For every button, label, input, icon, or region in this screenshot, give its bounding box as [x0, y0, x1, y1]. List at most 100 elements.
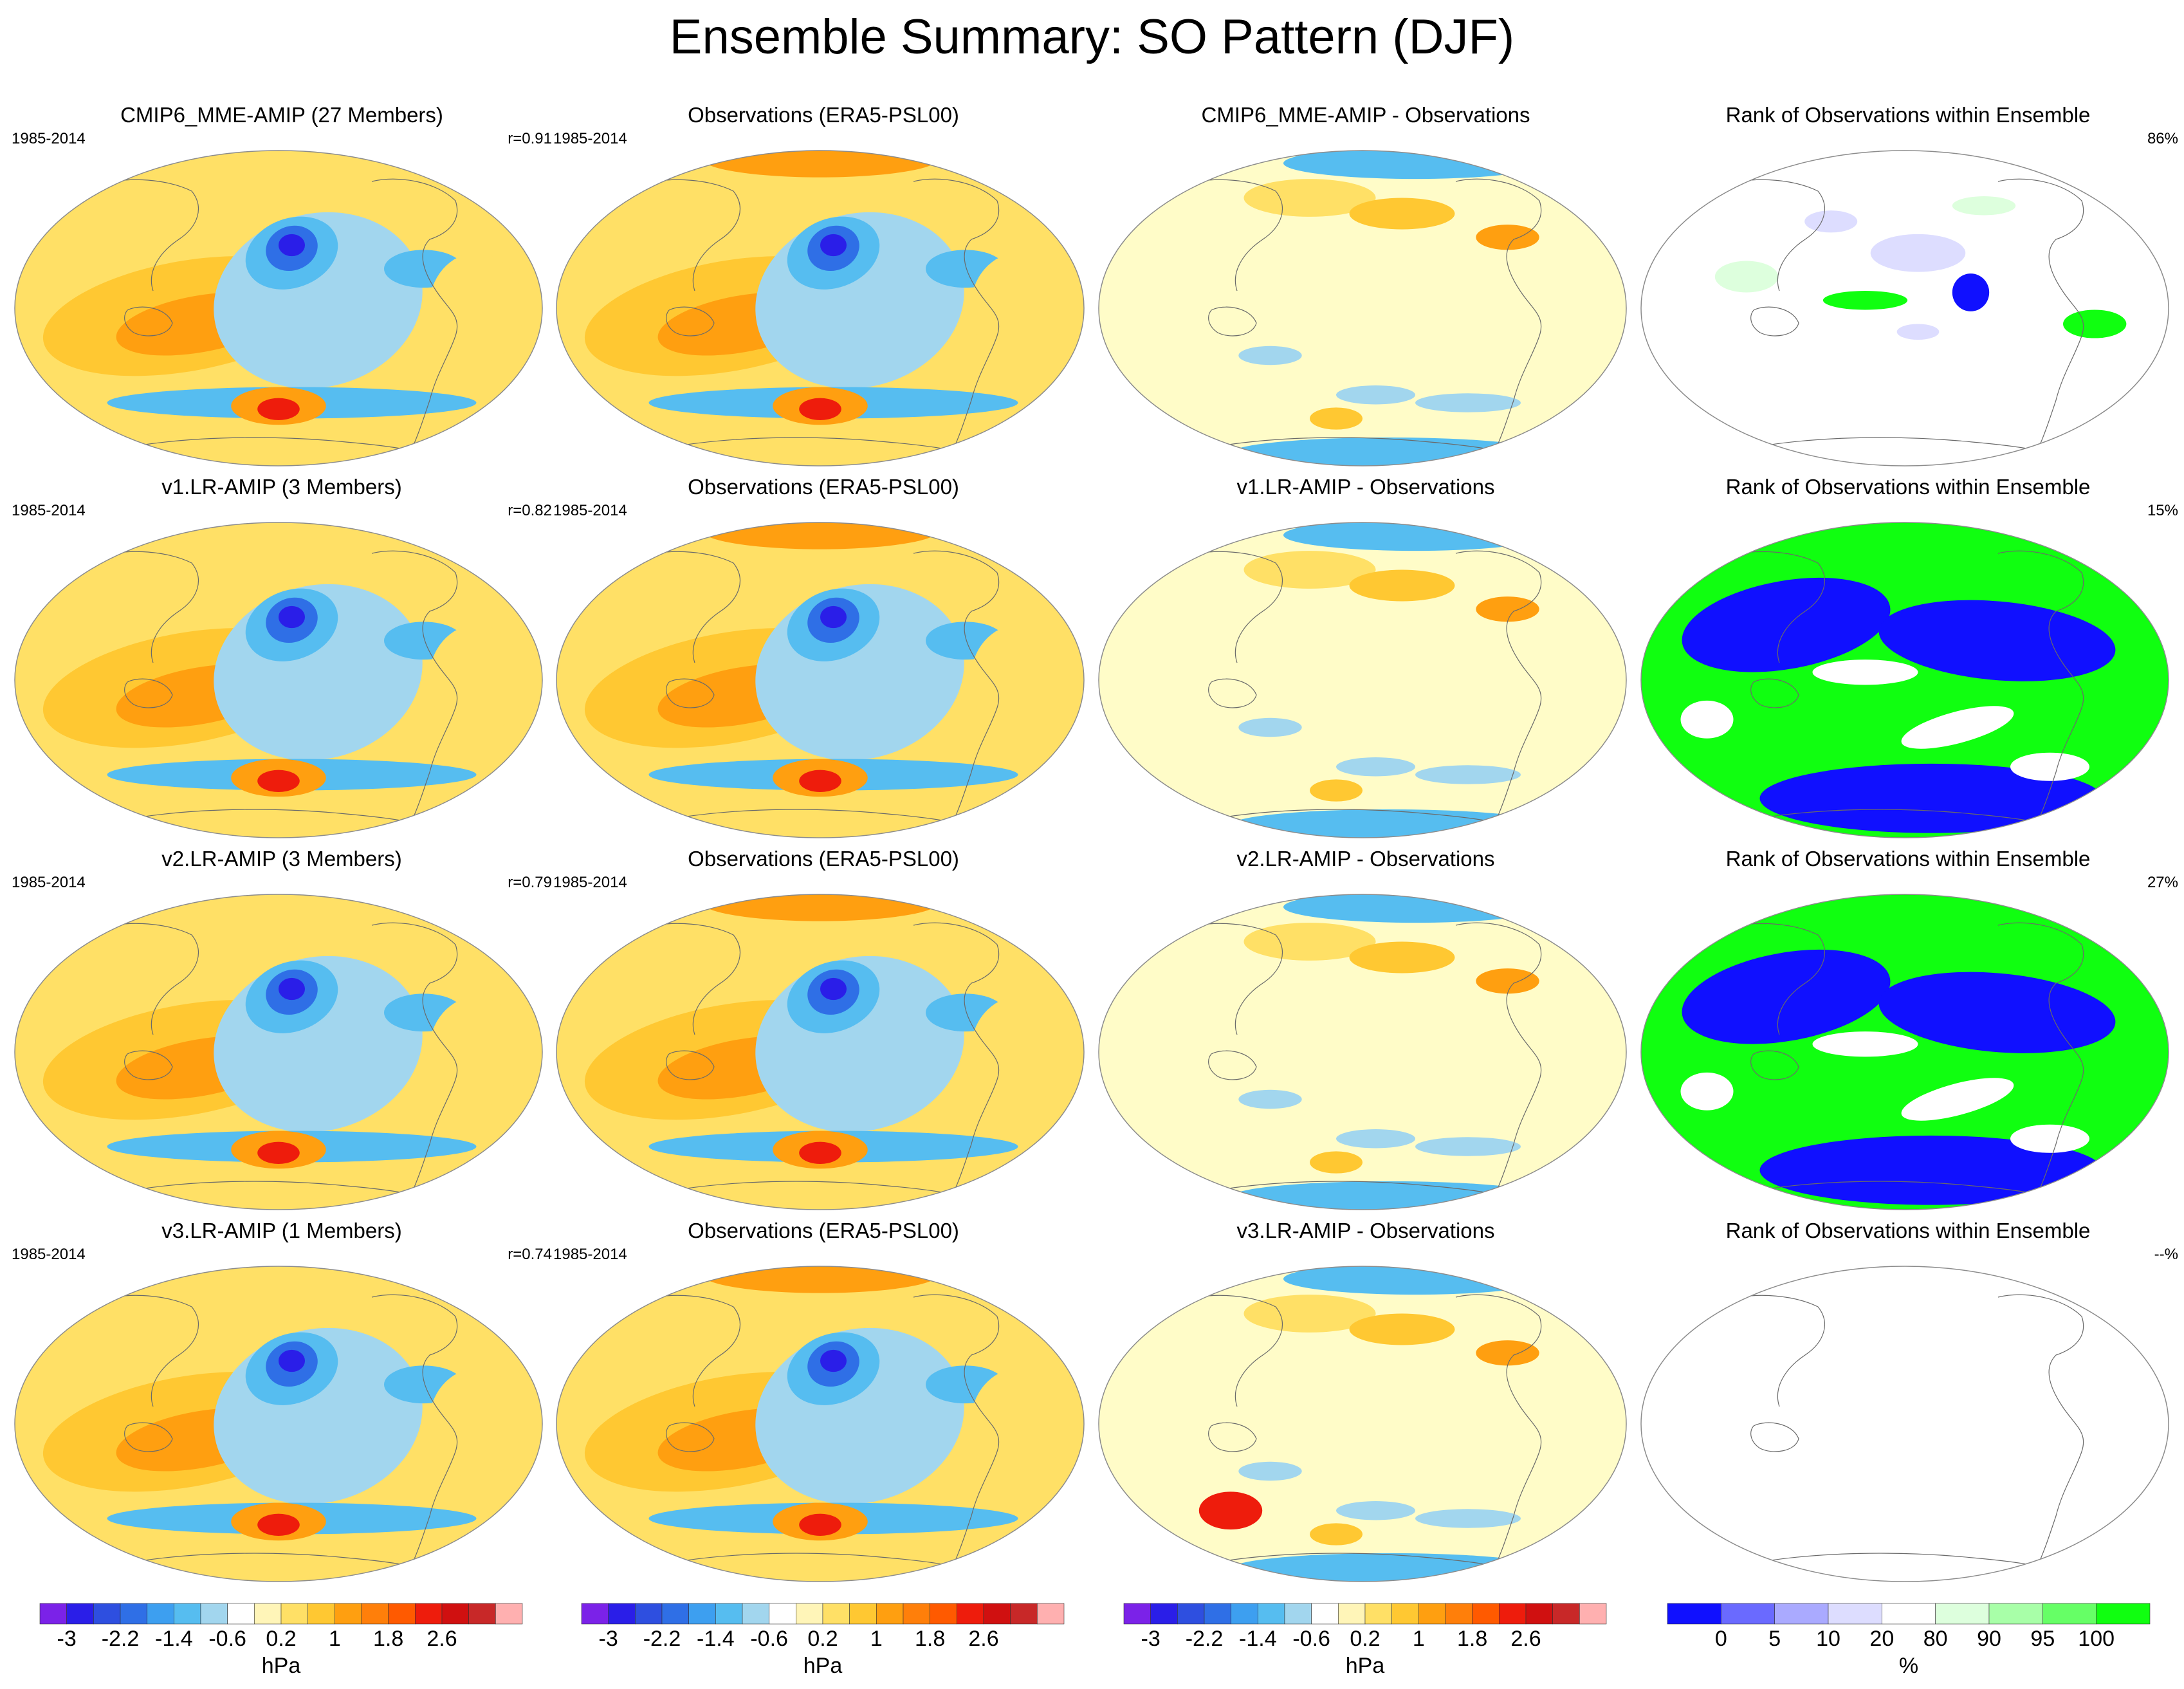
panel-title: CMIP6_MME-AMIP - Observations [1201, 103, 1530, 127]
colorbar-swatch [1311, 1603, 1339, 1625]
coastline [371, 1294, 458, 1568]
coastline [630, 179, 740, 337]
colorbar-tick-label: -1.4 [697, 1627, 735, 1651]
rank-region-lowest [1759, 1135, 2103, 1205]
map-outline [14, 1266, 543, 1582]
map-panel-model: CMIP6_MME-AMIP (27 Members) 1985-2014 r=0.… [12, 103, 552, 475]
positive-anomaly [257, 1513, 300, 1536]
map-panel-diff: v3.LR-AMIP - Observations [1096, 1219, 1636, 1591]
positive-anomaly [799, 770, 841, 792]
map-panel-diff: v2.LR-AMIP - Observations [1096, 847, 1636, 1219]
colorbar-swatch [581, 1603, 609, 1625]
colorbar-swatch [1037, 1603, 1065, 1625]
negative-anomaly [1336, 385, 1415, 405]
map-panel-model: v1.LR-AMIP (3 Members) 1985-2014 r=0.82 [12, 475, 552, 847]
colorbar-swatch [1472, 1603, 1500, 1625]
coastline [1997, 178, 2084, 452]
map-panel-obs: Observations (ERA5-PSL00) 1985-2014 [553, 475, 1094, 847]
rank-region-mid [2010, 752, 2089, 781]
colorbar-tick-label: -1.4 [1239, 1627, 1277, 1651]
positive-anomaly [799, 398, 841, 420]
colorbar-tick-label: -0.6 [750, 1627, 788, 1651]
coastline [1997, 1294, 2084, 1568]
colorbar-tick-label: 100 [2078, 1627, 2115, 1651]
colorbar-tick-label: 1.8 [915, 1627, 946, 1651]
colorbar-unit: % [1898, 1654, 1919, 1678]
contour-field [1099, 1266, 1626, 1582]
colorbar-swatch [147, 1603, 174, 1625]
coastline [630, 1295, 740, 1452]
panel-title: Observations (ERA5-PSL00) [688, 103, 959, 127]
colorbar-tick-label: 2.6 [427, 1627, 457, 1651]
colorbar-swatch [388, 1603, 416, 1625]
coastline [1172, 551, 1283, 708]
coastline [913, 178, 1000, 452]
coastline [1172, 179, 1283, 337]
positive-anomaly [428, 1369, 524, 1479]
colorbar-swatch [822, 1603, 850, 1625]
colorbar-tick-label: 10 [1816, 1627, 1840, 1651]
colorbar-tick-label: -0.6 [208, 1627, 246, 1651]
contour-field [1099, 894, 1626, 1210]
rank-region-lowest [1878, 600, 2116, 681]
negative-anomaly [1336, 1129, 1415, 1149]
colorbar-tick-label: 2.6 [1510, 1627, 1541, 1651]
world-map [14, 522, 543, 838]
negative-anomaly [1415, 1509, 1521, 1528]
colorbar-swatch [254, 1603, 282, 1625]
rank-region-mid [2010, 1124, 2089, 1153]
colorbar-swatch [1338, 1603, 1366, 1625]
positive-anomaly [257, 1141, 300, 1164]
colorbar-swatch [200, 1603, 228, 1625]
colorbar-tick-label: 1.8 [373, 1627, 404, 1651]
positive-anomaly [970, 253, 1066, 364]
negative-anomaly [1415, 765, 1521, 784]
coastline [1455, 550, 1542, 824]
positive-anomaly [970, 1369, 1066, 1479]
rank-region-highest [1822, 291, 1908, 310]
colorbar-swatch [903, 1603, 930, 1625]
positive-anomaly [1349, 1313, 1455, 1345]
correlation-label: r=0.91 [508, 130, 552, 147]
map-outline [14, 894, 543, 1210]
colorbar-tick-label: 20 [1869, 1627, 1895, 1651]
panel-title: Rank of Observations within Ensemble [1725, 847, 2091, 871]
positive-anomaly [1243, 1295, 1376, 1333]
positive-anomaly [1476, 225, 1539, 250]
colorbar-swatch [1123, 1603, 1151, 1625]
coastline [630, 551, 740, 708]
colorbar-swatches [1667, 1603, 2151, 1625]
coastline [1714, 551, 1825, 708]
colorbar-swatch [849, 1603, 877, 1625]
rank-region-high [1952, 196, 2016, 216]
colorbar-swatch [1445, 1603, 1473, 1625]
contour-field [556, 151, 1084, 466]
colorbar-swatch [1774, 1603, 1829, 1625]
page-title: Ensemble Summary: SO Pattern (DJF) [669, 10, 1515, 64]
negative-anomaly [1336, 1501, 1415, 1520]
rank-background [1641, 151, 2169, 466]
positive-anomaly [428, 997, 524, 1107]
panel-title: Rank of Observations within Ensemble [1725, 475, 2091, 499]
rank-region-high [1714, 261, 1779, 293]
colorbar-swatch [1418, 1603, 1446, 1625]
world-map [1098, 1266, 1627, 1582]
colorbar: -3 -2.2 -1.4 -0.6 0.2 1 1.8 2.6 hPa [580, 1602, 1121, 1679]
colorbar-swatch [468, 1603, 496, 1625]
colorbar-swatch [174, 1603, 201, 1625]
coastline [1172, 923, 1283, 1080]
colorbar-swatch [1579, 1603, 1607, 1625]
contour-field [15, 1266, 542, 1582]
contour-field [15, 151, 542, 466]
rank-region-lowest [1878, 972, 2116, 1053]
negative-anomaly [820, 977, 847, 1001]
coastline [88, 551, 199, 708]
positive-anomaly [799, 1141, 841, 1164]
positive-anomaly [701, 1266, 939, 1293]
colorbar: -3 -2.2 -1.4 -0.6 0.2 1 1.8 2.6 hPa [1123, 1602, 1663, 1679]
map-outline [1098, 1266, 1627, 1582]
contour-field [1641, 894, 2169, 1210]
panel-title: Observations (ERA5-PSL00) [688, 847, 959, 871]
rank-percent-label: 27% [2147, 874, 2178, 891]
positive-anomaly [701, 151, 939, 178]
